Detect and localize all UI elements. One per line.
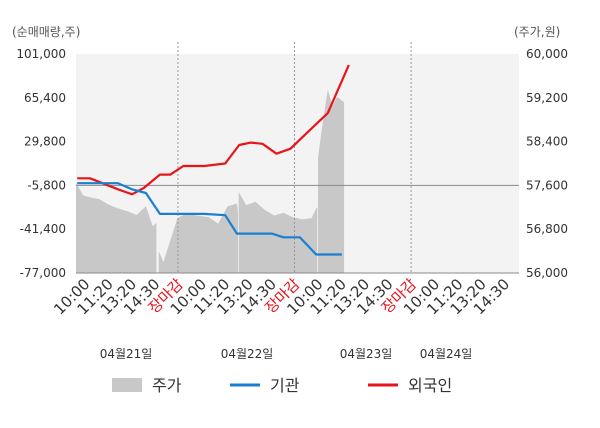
left-tick-label: -77,000 — [20, 266, 66, 280]
right-tick-label: 57,600 — [526, 178, 568, 192]
grid-layer — [76, 42, 519, 273]
legend-label: 외국인 — [408, 376, 452, 395]
legend-swatch-price — [112, 378, 142, 392]
price-area-session-3 — [238, 192, 318, 273]
date-label: 04월22일 — [221, 347, 274, 361]
series-layer — [77, 64, 350, 256]
price-area-layer — [76, 89, 345, 273]
right-tick-label: 59,200 — [526, 91, 568, 105]
left-tick-label: 101,000 — [16, 47, 66, 61]
left-tick-label: 65,400 — [24, 91, 66, 105]
left-tick-label: 29,800 — [24, 135, 66, 149]
price-area-session-4 — [318, 89, 345, 273]
left-axis-unit: (순매매량,주) — [12, 25, 80, 39]
date-label: 04월21일 — [100, 347, 153, 361]
date-label: 04월23일 — [340, 347, 393, 361]
left-tick-label: -5,800 — [27, 178, 66, 192]
series-line-foreign — [77, 64, 350, 196]
legend: 주가 기관 외국인 — [112, 376, 452, 395]
right-tick-label: 56,800 — [526, 222, 568, 236]
right-tick-label: 60,000 — [526, 47, 568, 61]
price-area-session-2 — [158, 203, 238, 273]
series-line-institution — [77, 182, 342, 256]
legend-label: 기관 — [270, 376, 300, 395]
right-axis-unit: (주가,원) — [514, 25, 560, 39]
date-label: 04월24일 — [420, 347, 473, 361]
left-tick-label: -41,400 — [20, 222, 66, 236]
price-area-session-1 — [76, 182, 157, 273]
right-tick-label: 56,000 — [526, 266, 568, 280]
right-tick-label: 58,400 — [526, 135, 568, 149]
legend-label: 주가 — [152, 376, 182, 395]
